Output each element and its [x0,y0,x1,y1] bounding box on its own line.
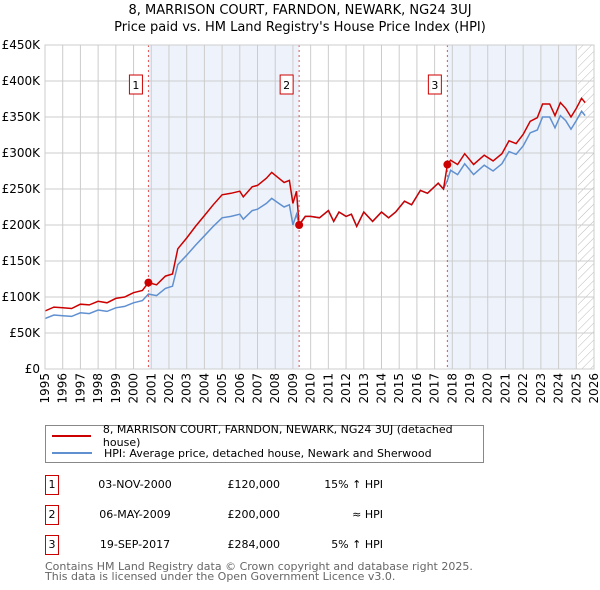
sale-row: 1 03-NOV-2000 £120,000 15% ↑ HPI [45,475,485,495]
x-tick-label: 2025 [569,373,583,404]
y-tick-label: £350K [2,110,42,124]
x-tick-label: 2001 [144,373,158,404]
sale-label: 1 [132,79,139,92]
chart-title: 8, MARRISON COURT, FARNDON, NEWARK, NG24… [128,3,472,18]
sale-label-box [427,74,442,95]
x-tick-label: 2014 [374,373,388,404]
x-tick-label: 2017 [428,373,442,404]
y-tick-label: £200K [2,218,42,232]
sale-label: 2 [283,79,290,92]
legend-swatch-property [52,435,91,437]
x-tick-label: 2006 [233,373,247,404]
sale-row: 3 19-SEP-2017 £284,000 5% ↑ HPI [45,535,485,555]
x-tick-label: 2000 [127,373,141,404]
sale-hpi-comparison: 5% ↑ HPI [331,538,383,551]
x-tick-label: 1999 [109,373,123,404]
sale-date: 03-NOV-2000 [98,478,172,491]
x-tick-label: 2003 [180,373,194,404]
x-tick-label: 2019 [463,373,477,404]
y-tick-label: £0 [25,362,40,376]
x-tick-label: 2024 [552,373,566,404]
sale-date: 19-SEP-2017 [99,538,171,551]
chart-subtitle: Price paid vs. HM Land Registry's House … [114,20,486,35]
x-tick-label: 1996 [56,373,70,404]
legend-label-hpi: HPI: Average price, detached house, Newa… [104,446,432,460]
y-tick-label: £400K [2,74,42,88]
x-tick-label: 2016 [410,373,424,404]
y-tick-label: £450K [2,38,42,52]
y-tick-label: £150K [2,254,42,268]
x-tick-label: 1998 [91,373,105,404]
x-tick-label: 2010 [304,373,318,404]
sale-hpi-comparison: 15% ↑ HPI [324,478,383,491]
x-tick-label: 2011 [321,373,335,404]
footer: Contains HM Land Registry data © Crown c… [45,560,473,583]
property-price-line [44,96,586,312]
sale-marker-box: 2 [45,505,59,525]
sale-point [443,160,452,169]
x-tick-label: 2013 [357,373,371,404]
x-tick-label: 2018 [445,373,459,404]
plot-border [44,44,595,370]
x-tick-label: 2002 [162,373,176,404]
legend-label-property: 8, MARRISON COURT, FARNDON, NEWARK, NG24… [102,423,453,449]
x-tick-label: 1997 [73,373,87,404]
y-tick-label: £250K [2,182,42,196]
sale-label-box [128,74,143,95]
sale-marker-box: 3 [45,535,59,555]
legend-item-property: 8, MARRISON COURT, FARNDON, NEWARK, NG24… [46,423,483,449]
x-tick-label: 1995 [38,373,52,404]
x-tick-label: 2026 [587,373,600,404]
x-tick-label: 2007 [251,373,265,404]
sale-label-box [279,74,294,95]
hatched-future-region [578,45,594,369]
y-tick-label: £50K [9,326,41,340]
y-tick-label: £100K [2,290,42,304]
x-tick-label: 2020 [481,373,495,404]
legend-swatch-hpi [52,452,92,454]
sale-date: 06-MAY-2009 [99,508,171,521]
sale-price: £200,000 [227,508,281,521]
sale-point [144,278,153,287]
sale-price: £284,000 [227,538,281,551]
sale-marker-box: 1 [45,475,59,495]
sale-price: £120,000 [227,478,281,491]
legend: 8, MARRISON COURT, FARNDON, NEWARK, NG24… [45,423,484,463]
x-tick-label: 2004 [197,373,211,404]
x-tick-label: 2022 [516,373,530,404]
legend-item-hpi: HPI: Average price, detached house, Newa… [46,445,432,461]
x-tick-label: 2021 [498,373,512,404]
y-tick-label: £300K [2,146,42,160]
shaded-ownership-period [148,45,300,369]
sale-hpi-comparison: ≈ HPI [352,508,383,521]
sale-label: 3 [431,79,438,92]
footer-copyright: Contains HM Land Registry data © Crown c… [45,560,473,573]
shaded-ownership-period [447,45,577,369]
x-tick-label: 2015 [392,373,406,404]
x-tick-label: 2008 [268,373,282,404]
sale-row: 2 06-MAY-2009 £200,000 ≈ HPI [45,505,485,525]
sale-point [295,221,304,229]
x-tick-label: 2005 [215,373,229,404]
x-tick-label: 2012 [339,373,353,404]
x-tick-label: 2009 [286,373,300,404]
footer-licence: This data is licensed under the Open Gov… [45,570,396,583]
x-tick-label: 2023 [534,373,548,404]
